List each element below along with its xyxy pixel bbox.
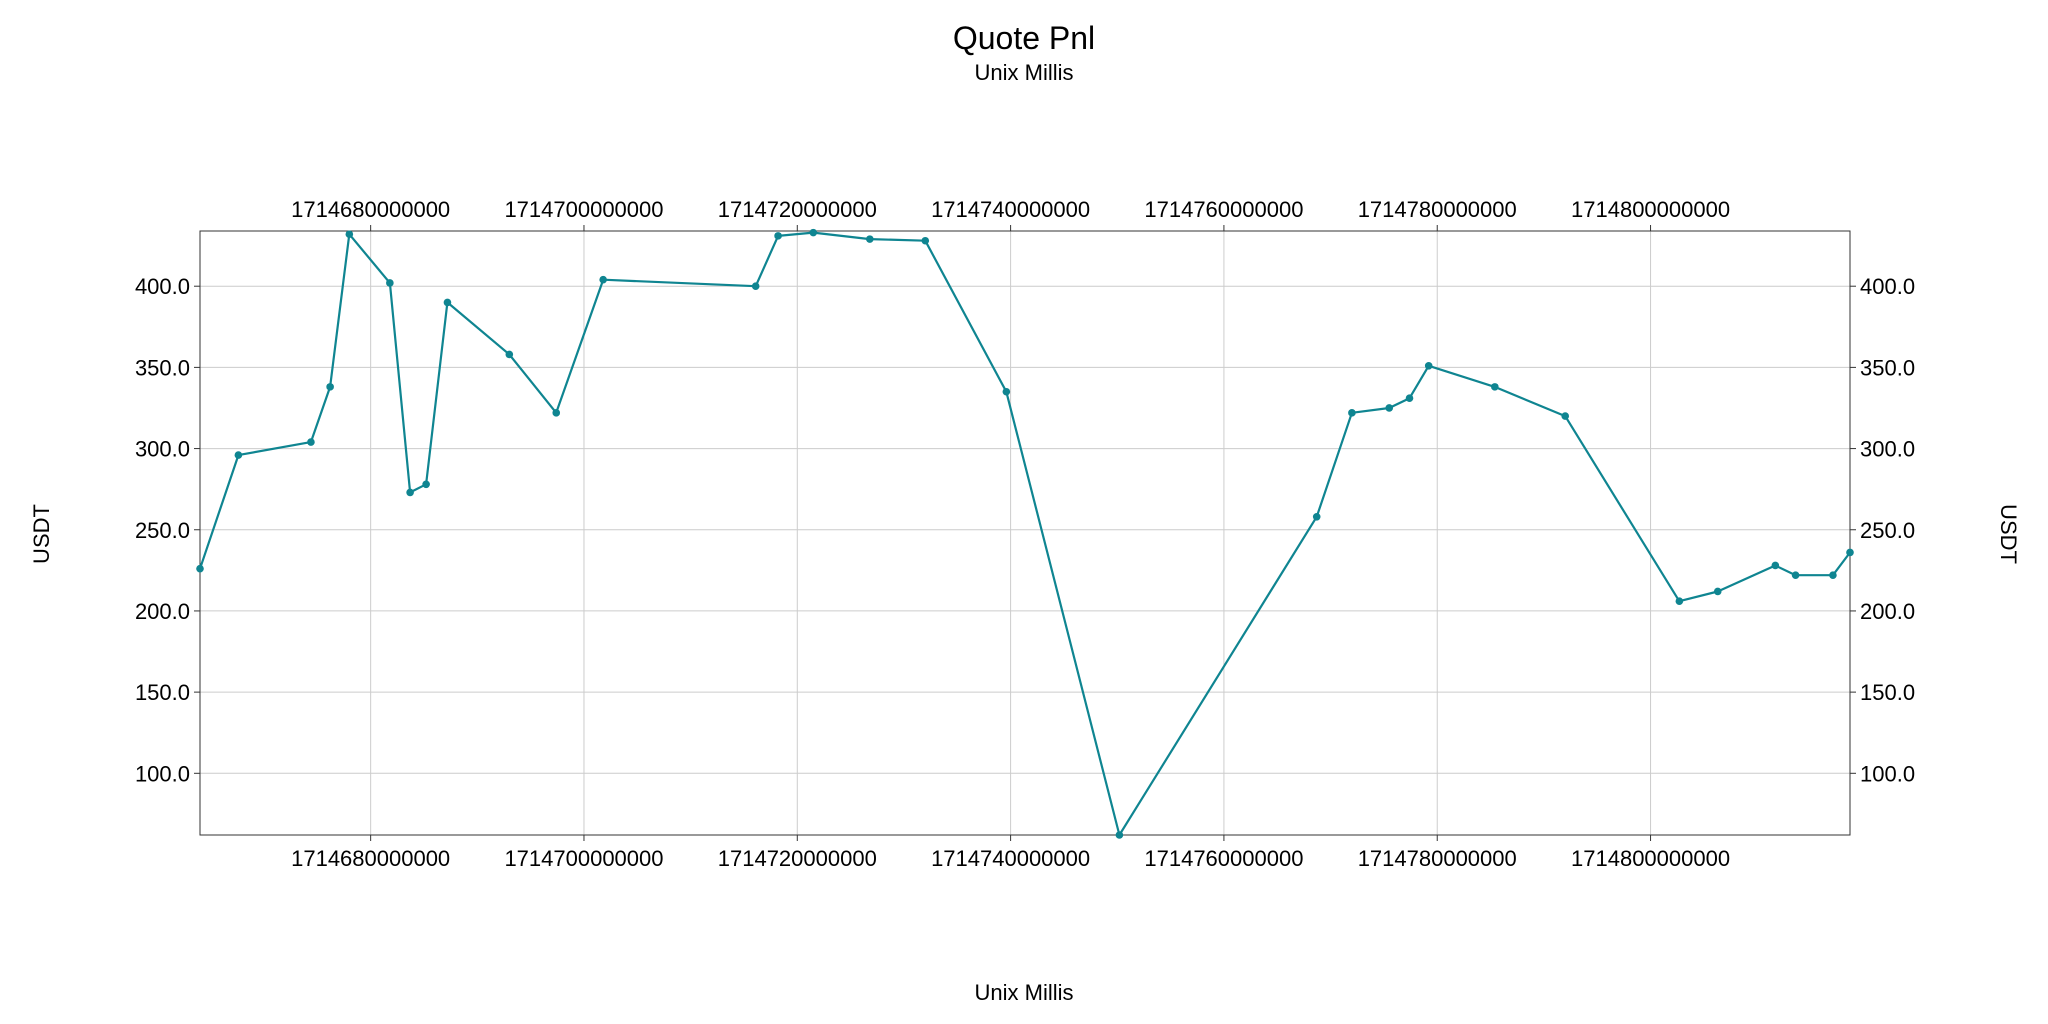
plot-area-frame <box>199 230 1851 836</box>
data-point <box>345 230 354 239</box>
data-point <box>552 409 561 417</box>
data-point <box>751 282 760 291</box>
x-tick-label-bottom: 1714680000000 <box>291 846 450 871</box>
y-tick-label-right: 250.0 <box>1860 518 1915 543</box>
y-tick-label-left: 250.0 <box>135 518 190 543</box>
data-point <box>1561 412 1570 420</box>
data-point <box>326 383 334 391</box>
x-tick-label-bottom: 1714800000000 <box>1571 846 1730 871</box>
x-tick-label-bottom: 1714720000000 <box>718 846 877 871</box>
data-point <box>599 275 607 284</box>
series-line <box>198 231 1851 837</box>
data-point <box>1713 587 1722 596</box>
x-tick-label-top: 1714700000000 <box>504 197 663 222</box>
data-point <box>386 279 394 287</box>
data-point <box>1675 597 1684 605</box>
y-tick-label-left: 200.0 <box>135 599 190 624</box>
x-tick-label-bottom: 1714760000000 <box>1144 846 1303 871</box>
data-point <box>1491 383 1499 391</box>
data-point <box>234 451 243 459</box>
chart-subtitle: Unix Millis <box>974 60 1074 85</box>
data-point <box>1771 561 1780 570</box>
x-tick-label-top: 1714680000000 <box>291 197 450 222</box>
data-point <box>1846 548 1854 557</box>
y-tick-label-right: 300.0 <box>1860 437 1915 462</box>
y-tick-label-right: 100.0 <box>1860 761 1915 786</box>
data-point <box>1348 409 1356 417</box>
data-point <box>866 235 874 243</box>
data-point <box>774 232 782 240</box>
data-point <box>307 438 315 446</box>
data-point <box>1385 404 1394 412</box>
y-tick-label-right: 150.0 <box>1860 680 1915 705</box>
data-point <box>1405 394 1414 403</box>
x-tick-label-top: 1714720000000 <box>718 197 877 222</box>
data-point <box>921 236 930 245</box>
data-point <box>422 480 430 489</box>
x-tick-label-top: 1714740000000 <box>931 197 1090 222</box>
x-tick-label-top: 1714760000000 <box>1144 197 1303 222</box>
x-tick-label-bottom: 1714740000000 <box>931 846 1090 871</box>
data-point <box>1829 571 1837 580</box>
y-tick-label-left: 150.0 <box>135 680 190 705</box>
data-point <box>1312 512 1321 521</box>
data-point <box>809 228 818 237</box>
data-point <box>406 488 414 497</box>
x-axis-label: Unix Millis <box>974 980 1074 1005</box>
data-point <box>1424 361 1433 370</box>
data-point <box>505 350 514 359</box>
data-point <box>196 564 204 573</box>
y-tick-label-left: 100.0 <box>135 761 190 786</box>
data-point <box>1791 571 1800 580</box>
x-tick-label-bottom: 1714700000000 <box>504 846 663 871</box>
x-tick-label-bottom: 1714780000000 <box>1358 846 1517 871</box>
data-point <box>443 298 452 307</box>
chart-title: Quote Pnl <box>952 20 1096 56</box>
x-tick-label-top: 1714780000000 <box>1358 197 1517 222</box>
x-tick-label-top: 1714800000000 <box>1571 197 1730 222</box>
data-point <box>1115 831 1124 839</box>
y-tick-label-left: 350.0 <box>135 355 190 380</box>
data-point <box>1002 387 1011 396</box>
y-tick-label-left: 300.0 <box>135 437 190 462</box>
y-tick-label-right: 350.0 <box>1860 355 1915 380</box>
y-tick-label-right: 400.0 <box>1860 274 1915 299</box>
y-tick-label-right: 200.0 <box>1860 599 1915 624</box>
y-tick-label-left: 400.0 <box>135 274 190 299</box>
